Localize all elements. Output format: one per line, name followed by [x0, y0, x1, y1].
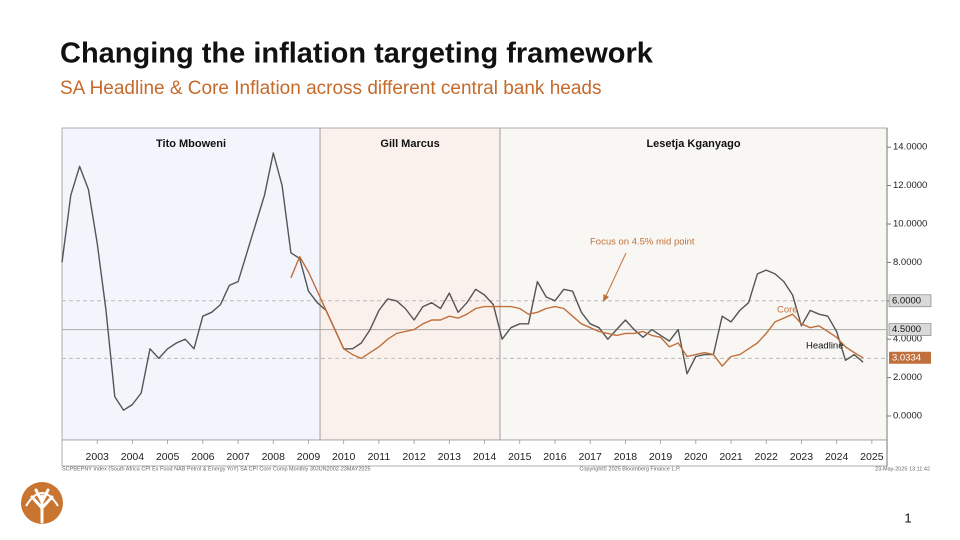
x-tick-label: 2009 [297, 451, 321, 463]
y-tick-label: 12.0000 [893, 180, 927, 191]
y-tick-label: 10.0000 [893, 219, 927, 230]
x-tick-label: 2017 [578, 451, 602, 463]
x-tick-label: 2006 [191, 451, 215, 463]
region-label: Gill Marcus [380, 138, 439, 150]
source-note: SCPBEPNY Index (South Africa CPI Ex Food… [62, 466, 371, 472]
x-tick-label: 2025 [860, 451, 884, 463]
value-badge [888, 294, 932, 308]
x-tick-label: 2004 [121, 451, 145, 463]
x-tick-label: 2020 [684, 451, 708, 463]
x-tick-label: 2014 [473, 451, 497, 463]
x-tick-label: 2008 [262, 451, 286, 463]
y-tick-label: 0.0000 [893, 411, 922, 422]
x-tick-label: 2007 [226, 451, 250, 463]
x-tick-label: 2019 [649, 451, 673, 463]
value-badge [888, 323, 932, 336]
y-tick-label: 14.0000 [893, 142, 927, 153]
x-tick-label: 2021 [719, 451, 743, 463]
value-badge-label: 6.0000 [892, 295, 921, 306]
series-line [290, 255, 864, 367]
x-tick-label: 2010 [332, 451, 356, 463]
x-tick-label: 2011 [368, 451, 391, 463]
annotation-arrow [604, 252, 627, 299]
annotation: Headline [806, 341, 844, 352]
logo-tree [30, 488, 54, 524]
annotation: Core [777, 305, 798, 316]
y-tick-label: 4.0000 [893, 334, 922, 345]
x-axis-band [61, 439, 888, 467]
series-line [61, 152, 864, 411]
x-tick-label: 2012 [402, 451, 426, 463]
x-tick-label: 2003 [86, 451, 110, 463]
y-tick-label: 2.0000 [893, 372, 922, 383]
region [499, 127, 888, 441]
x-tick-label: 2016 [543, 451, 567, 463]
x-tick-label: 2023 [790, 451, 814, 463]
x-tick-label: 2022 [755, 451, 779, 463]
last-value-label: 3.0334 [892, 352, 921, 363]
annotation: Focus on 4.5% mid point [590, 237, 695, 248]
timestamp: 23-May-2025 13:11:42 [875, 466, 930, 472]
region [61, 127, 321, 441]
region-label: Tito Mboweni [156, 138, 226, 150]
title: Changing the inflation targeting framewo… [60, 38, 654, 70]
y-tick-label: 8.0000 [893, 257, 922, 268]
annotation-arrowhead [603, 294, 609, 302]
x-tick-label: 2015 [508, 451, 532, 463]
value-badge-label: 4.5000 [892, 324, 921, 335]
copyright: Copyright© 2025 Bloomberg Finance L.P. [579, 465, 681, 472]
logo-arc [25, 492, 59, 507]
logo [21, 482, 63, 524]
last-value-badge [889, 351, 931, 364]
x-tick-label: 2018 [614, 451, 638, 463]
subtitle: SA Headline & Core Inflation across diff… [60, 78, 601, 99]
x-tick-label: 2013 [438, 451, 462, 463]
region-label: Lesetja Kganyago [646, 138, 740, 150]
page-number: 1 [904, 510, 911, 525]
x-tick-label: 2005 [156, 451, 180, 463]
x-tick-label: 2024 [825, 451, 849, 463]
region [319, 127, 501, 441]
